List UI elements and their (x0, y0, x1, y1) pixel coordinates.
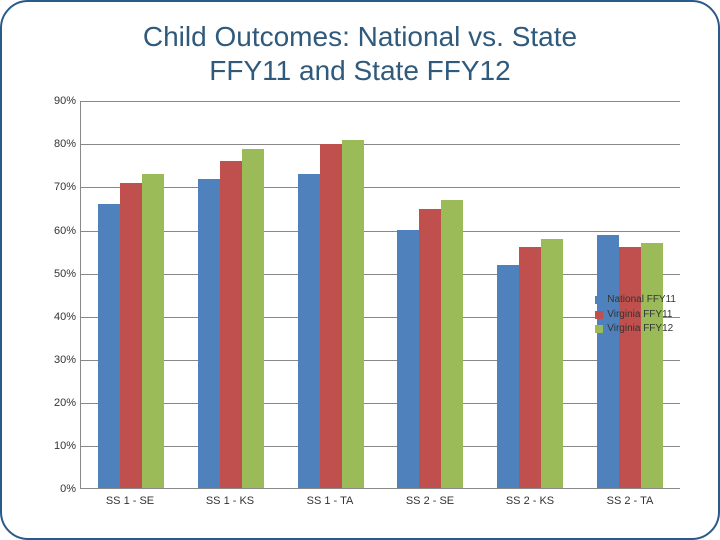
y-tick-label: 0% (40, 483, 76, 495)
legend-item: Virginia FFY12 (595, 322, 676, 337)
y-tick-label: 70% (40, 181, 76, 193)
bar (98, 204, 120, 488)
y-tick-label: 80% (40, 138, 76, 150)
x-tick-label: SS 1 - SE (80, 491, 180, 511)
x-tick-label: SS 1 - TA (280, 491, 380, 511)
y-tick-label: 90% (40, 95, 76, 107)
x-tick-label: SS 2 - KS (480, 491, 580, 511)
y-tick-label: 60% (40, 225, 76, 237)
bar (120, 183, 142, 488)
x-tick-label: SS 1 - KS (180, 491, 280, 511)
bar-group (380, 101, 480, 488)
y-tick-label: 50% (40, 268, 76, 280)
plot-area: National FFY11Virginia FFY11Virginia FFY… (80, 101, 680, 489)
y-tick-label: 30% (40, 354, 76, 366)
bar (242, 149, 264, 489)
bar-group (281, 101, 381, 488)
bar-group (181, 101, 281, 488)
x-tick-label: SS 2 - SE (380, 491, 480, 511)
bar-group (480, 101, 580, 488)
bar (320, 144, 342, 488)
legend: National FFY11Virginia FFY11Virginia FFY… (595, 293, 676, 337)
bar (441, 200, 463, 488)
bar (541, 239, 563, 488)
legend-item: National FFY11 (595, 293, 676, 308)
bar (298, 174, 320, 488)
chart: 0%10%20%30%40%50%60%70%80%90% National F… (40, 101, 680, 511)
legend-label: Virginia FFY11 (607, 308, 672, 323)
bar (220, 161, 242, 488)
bar-group (81, 101, 181, 488)
x-tick-label: SS 2 - TA (580, 491, 680, 511)
bar (397, 230, 419, 488)
bar (142, 174, 164, 488)
legend-swatch (595, 296, 603, 304)
y-tick-label: 20% (40, 397, 76, 409)
bar (342, 140, 364, 488)
bar (619, 247, 641, 488)
bar (519, 247, 541, 488)
y-tick-label: 10% (40, 440, 76, 452)
y-tick-label: 40% (40, 311, 76, 323)
legend-label: Virginia FFY12 (607, 322, 673, 337)
x-axis-labels: SS 1 - SESS 1 - KSSS 1 - TASS 2 - SESS 2… (80, 491, 680, 511)
title-line-1: Child Outcomes: National vs. State (143, 21, 577, 52)
bar (597, 235, 619, 489)
bar-groups (81, 101, 680, 488)
slide-frame: Child Outcomes: National vs. State FFY11… (0, 0, 720, 540)
bar (198, 179, 220, 489)
bar (641, 243, 663, 488)
legend-label: National FFY11 (607, 293, 676, 308)
title-line-2: FFY11 and State FFY12 (209, 55, 510, 86)
legend-swatch (595, 311, 603, 319)
bar (419, 209, 441, 489)
bar (497, 265, 519, 489)
legend-swatch (595, 325, 603, 333)
chart-title: Child Outcomes: National vs. State FFY11… (32, 20, 688, 87)
legend-item: Virginia FFY11 (595, 308, 676, 323)
